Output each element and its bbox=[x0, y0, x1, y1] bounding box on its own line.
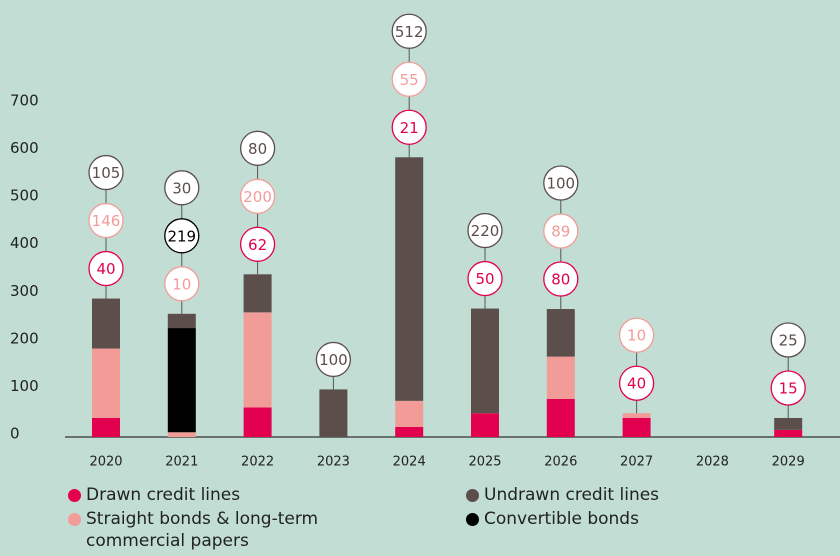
y-tick-label: 300 bbox=[10, 282, 39, 300]
x-tick-label: 2023 bbox=[317, 455, 350, 470]
y-tick-label: 600 bbox=[10, 139, 39, 157]
bar-segment bbox=[471, 413, 499, 437]
legend-label: Undrawn credit lines bbox=[484, 485, 660, 505]
label-bubble bbox=[618, 365, 655, 401]
x-tick-label: 2020 bbox=[89, 455, 122, 470]
label-bubble bbox=[239, 226, 276, 262]
label-bubble bbox=[315, 341, 352, 378]
label-bubble bbox=[543, 213, 579, 249]
data-label: 55 bbox=[400, 71, 419, 89]
bar-segment bbox=[319, 389, 348, 437]
bar-segment bbox=[546, 398, 575, 437]
legend-swatch bbox=[68, 489, 81, 502]
y-tick-label: 200 bbox=[10, 329, 39, 347]
label-bubble bbox=[164, 266, 200, 302]
y-tick-label: 700 bbox=[10, 92, 39, 110]
x-tick-label: 2027 bbox=[620, 455, 653, 470]
label-bubble bbox=[770, 322, 806, 358]
label-bubble bbox=[88, 154, 124, 191]
y-tick-label: 400 bbox=[10, 234, 39, 252]
legend-label: Convertible bonds bbox=[484, 509, 639, 529]
data-label: 10 bbox=[627, 327, 646, 345]
bar-segment bbox=[546, 309, 575, 357]
label-bubble bbox=[88, 202, 124, 239]
x-tick-label: 2024 bbox=[393, 455, 426, 470]
label-bubble bbox=[467, 260, 503, 297]
y-tick-label: 100 bbox=[10, 377, 39, 395]
label-bubble bbox=[770, 370, 806, 406]
data-label: 512 bbox=[395, 23, 424, 41]
bar-segment bbox=[546, 356, 575, 399]
bar-segment bbox=[167, 313, 196, 329]
data-label: 30 bbox=[172, 179, 191, 197]
y-tick-label: 0 bbox=[10, 425, 20, 443]
bar-segment bbox=[395, 400, 424, 428]
y-tick-label: 500 bbox=[10, 187, 39, 205]
bar-segment bbox=[92, 298, 120, 349]
bar-segment bbox=[243, 274, 272, 313]
legend-swatch bbox=[68, 513, 81, 526]
data-label: 200 bbox=[243, 188, 272, 206]
bar-segment bbox=[243, 407, 272, 437]
data-label: 15 bbox=[779, 379, 798, 397]
legend-swatch bbox=[466, 489, 479, 502]
data-label: 80 bbox=[248, 140, 267, 158]
legend-label: Drawn credit lines bbox=[86, 485, 241, 505]
data-label: 146 bbox=[92, 212, 121, 230]
x-tick-label: 2021 bbox=[165, 455, 198, 470]
label-bubble bbox=[164, 170, 200, 206]
data-label: 25 bbox=[779, 331, 798, 349]
data-label: 10 bbox=[172, 275, 191, 293]
bar-segment bbox=[774, 417, 803, 430]
label-bubble bbox=[391, 109, 427, 145]
bar-segment bbox=[92, 417, 120, 437]
data-label: 105 bbox=[92, 164, 121, 182]
label-bubble bbox=[543, 261, 579, 297]
data-label: 50 bbox=[475, 270, 494, 288]
data-label: 100 bbox=[319, 351, 348, 369]
x-tick-label: 2028 bbox=[696, 455, 729, 470]
data-label: 40 bbox=[627, 375, 646, 393]
label-bubble bbox=[467, 212, 503, 249]
data-label: 21 bbox=[400, 119, 419, 137]
label-bubble bbox=[618, 317, 655, 353]
label-bubble bbox=[543, 165, 579, 201]
bar-segment bbox=[167, 328, 196, 433]
label-bubble bbox=[164, 218, 200, 254]
bar-segment bbox=[395, 427, 424, 437]
x-tick-label: 2022 bbox=[241, 455, 274, 470]
bar-segment bbox=[622, 413, 651, 418]
x-tick-label: 2026 bbox=[544, 455, 577, 470]
legend-swatch bbox=[466, 513, 479, 526]
data-label: 100 bbox=[546, 175, 575, 193]
legend-label: Straight bonds & long-term commercial pa… bbox=[86, 509, 319, 551]
label-bubble bbox=[391, 61, 427, 97]
data-label: 89 bbox=[551, 223, 570, 241]
bar-segment bbox=[774, 429, 803, 437]
label-bubble bbox=[88, 250, 124, 287]
label-bubble bbox=[239, 178, 276, 214]
bar-segment bbox=[622, 417, 651, 437]
data-label: 40 bbox=[96, 260, 115, 278]
bar-segment bbox=[243, 312, 272, 408]
bar-segment bbox=[471, 308, 499, 414]
data-label: 220 bbox=[471, 222, 500, 240]
bar-segment bbox=[167, 432, 196, 437]
chart: 0 100 200 300 400 500 600 700 2020 40 146 105 2021 10… bbox=[10, 13, 840, 470]
x-tick-label: 2025 bbox=[468, 455, 501, 470]
x-tick-label: 2029 bbox=[772, 455, 805, 470]
data-label: 80 bbox=[551, 271, 570, 289]
data-label: 62 bbox=[248, 236, 267, 254]
data-label: 219 bbox=[167, 227, 196, 245]
label-bubble bbox=[239, 130, 276, 166]
bar-segment bbox=[395, 157, 424, 401]
bar-segment bbox=[92, 348, 120, 418]
label-bubble bbox=[391, 13, 427, 49]
